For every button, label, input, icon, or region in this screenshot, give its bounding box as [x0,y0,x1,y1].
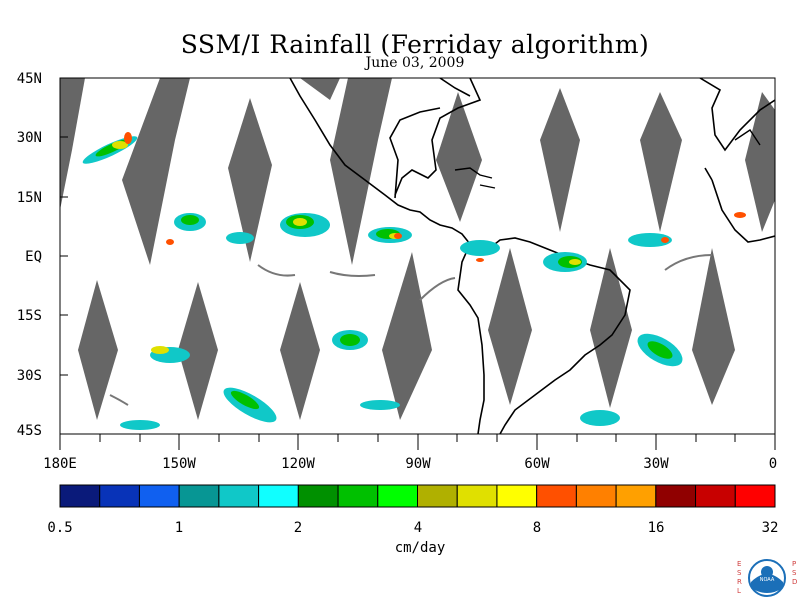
lat-label: EQ [25,249,42,265]
swath-edges [109,254,713,406]
lon-label: 30W [643,456,669,472]
colorbar-swatch [99,484,140,508]
rain-patches [82,132,746,430]
colorbar-swatch [297,484,339,508]
colorbar-swatch [456,484,498,508]
lat-label: 30N [16,130,42,146]
colorbar-swatch [138,484,180,508]
logo-letters-left: E S R L [737,560,742,595]
colorbar-tick-label: 4 [413,520,423,536]
colorbar-tick-label: 16 [647,520,665,536]
colorbar-swatch [218,484,260,508]
colorbar-swatch [377,484,418,508]
map-area [60,78,775,434]
lat-label: 30S [16,368,42,384]
lon-label: 120W [281,456,315,472]
colorbar-tick-label: 32 [761,520,779,536]
colorbar-swatch [258,484,299,508]
lat-label: 45S [16,423,42,439]
colorbar-swatch [695,484,736,508]
colorbar [59,484,776,508]
lat-label: 15S [16,308,42,324]
colorbar-swatch [496,484,538,508]
esrl-psd-noaa-logo: E S R L NOAA P S D [733,558,799,600]
colorbar-unit: cm/day [394,540,446,556]
lon-label: 0 [768,456,778,472]
colorbar-swatch [734,484,776,508]
colorbar-swatch [615,484,657,508]
colorbar-swatch [59,484,101,508]
colorbar-swatch [417,484,458,508]
lon-label: 90W [405,456,431,472]
noaa-logo-text: NOAA [760,577,775,583]
colorbar-tick-label: 2 [293,520,303,536]
axis-ticks [59,77,776,450]
islands [454,129,761,189]
colorbar-tick-label: 0.5 [47,520,73,536]
data-gap-swaths [60,78,775,420]
colorbar-swatch [575,484,617,508]
lat-label: 15N [16,190,42,206]
lon-label: 150W [162,456,196,472]
map-title: SSM/I Rainfall (Ferriday algorithm) [180,30,650,59]
coastlines [289,78,775,434]
lon-label: 60W [524,456,550,472]
lat-label: 45N [16,71,42,87]
lon-label: 180E [43,456,77,472]
colorbar-swatch [536,484,577,508]
map-date: June 03, 2009 [365,55,465,71]
noaa-logo-icon: NOAA [748,559,786,597]
colorbar-swatch [655,484,697,508]
logo-letters-right: P S D [792,560,798,586]
colorbar-swatch [178,484,220,508]
colorbar-tick-label: 1 [174,520,184,536]
colorbar-tick-label: 8 [532,520,542,536]
colorbar-swatch [337,484,379,508]
